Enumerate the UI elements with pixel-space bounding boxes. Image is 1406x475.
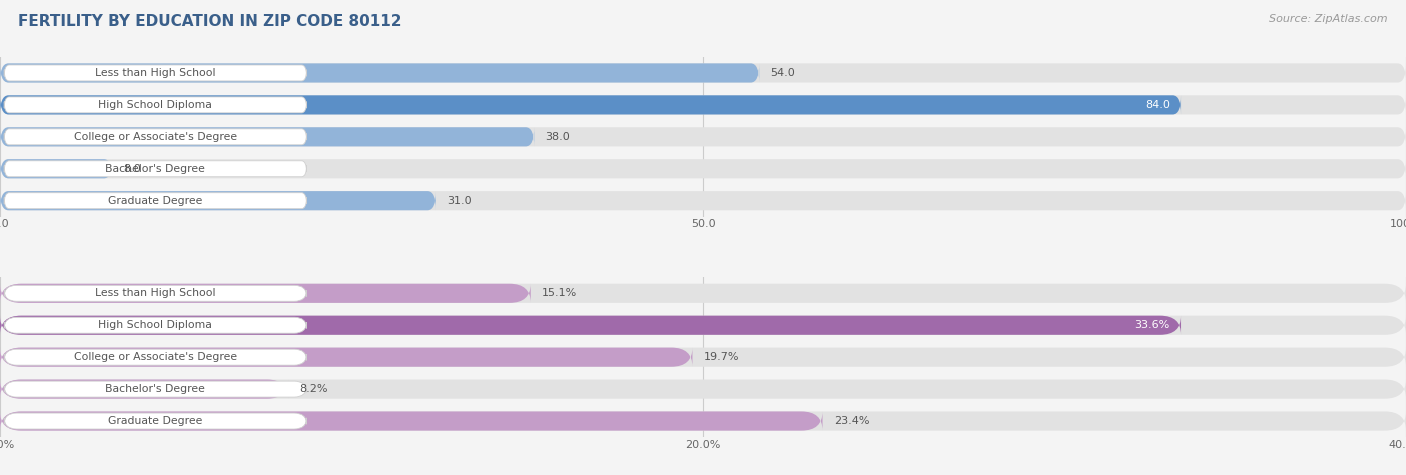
FancyBboxPatch shape xyxy=(0,159,112,178)
FancyBboxPatch shape xyxy=(4,349,307,365)
Text: 38.0: 38.0 xyxy=(546,132,571,142)
FancyBboxPatch shape xyxy=(4,97,307,113)
FancyBboxPatch shape xyxy=(0,284,1406,303)
FancyBboxPatch shape xyxy=(4,413,307,429)
Text: High School Diploma: High School Diploma xyxy=(98,320,212,330)
FancyBboxPatch shape xyxy=(0,380,1406,399)
FancyBboxPatch shape xyxy=(0,127,1406,146)
FancyBboxPatch shape xyxy=(0,348,1406,367)
FancyBboxPatch shape xyxy=(0,95,1181,114)
Text: 31.0: 31.0 xyxy=(447,196,472,206)
Text: College or Associate's Degree: College or Associate's Degree xyxy=(73,352,238,362)
Text: High School Diploma: High School Diploma xyxy=(98,100,212,110)
Text: Less than High School: Less than High School xyxy=(96,68,215,78)
Text: Less than High School: Less than High School xyxy=(96,288,215,298)
FancyBboxPatch shape xyxy=(0,316,1181,335)
FancyBboxPatch shape xyxy=(0,127,534,146)
Text: 8.2%: 8.2% xyxy=(299,384,328,394)
FancyBboxPatch shape xyxy=(0,411,1406,431)
Text: 8.0: 8.0 xyxy=(124,164,142,174)
FancyBboxPatch shape xyxy=(0,159,1406,178)
FancyBboxPatch shape xyxy=(0,380,288,399)
FancyBboxPatch shape xyxy=(4,129,307,145)
FancyBboxPatch shape xyxy=(4,381,307,397)
Text: FERTILITY BY EDUCATION IN ZIP CODE 80112: FERTILITY BY EDUCATION IN ZIP CODE 80112 xyxy=(18,14,402,29)
Text: Graduate Degree: Graduate Degree xyxy=(108,196,202,206)
Text: Graduate Degree: Graduate Degree xyxy=(108,416,202,426)
Text: Bachelor's Degree: Bachelor's Degree xyxy=(105,384,205,394)
Text: 84.0: 84.0 xyxy=(1144,100,1170,110)
Text: College or Associate's Degree: College or Associate's Degree xyxy=(73,132,238,142)
FancyBboxPatch shape xyxy=(4,317,307,333)
FancyBboxPatch shape xyxy=(0,191,1406,210)
FancyBboxPatch shape xyxy=(0,411,823,431)
Text: Source: ZipAtlas.com: Source: ZipAtlas.com xyxy=(1270,14,1388,24)
FancyBboxPatch shape xyxy=(4,161,307,177)
FancyBboxPatch shape xyxy=(0,191,436,210)
Text: 19.7%: 19.7% xyxy=(704,352,740,362)
Text: 15.1%: 15.1% xyxy=(541,288,578,298)
FancyBboxPatch shape xyxy=(0,348,692,367)
Text: 23.4%: 23.4% xyxy=(834,416,869,426)
FancyBboxPatch shape xyxy=(0,95,1406,114)
Text: 54.0: 54.0 xyxy=(770,68,796,78)
Text: 33.6%: 33.6% xyxy=(1135,320,1170,330)
FancyBboxPatch shape xyxy=(0,284,531,303)
Text: Bachelor's Degree: Bachelor's Degree xyxy=(105,164,205,174)
FancyBboxPatch shape xyxy=(0,316,1406,335)
FancyBboxPatch shape xyxy=(4,285,307,301)
FancyBboxPatch shape xyxy=(4,193,307,209)
FancyBboxPatch shape xyxy=(4,65,307,81)
FancyBboxPatch shape xyxy=(0,63,1406,83)
FancyBboxPatch shape xyxy=(0,63,759,83)
